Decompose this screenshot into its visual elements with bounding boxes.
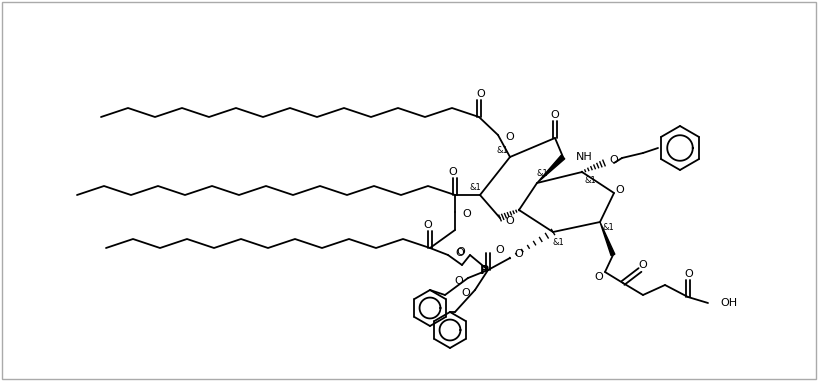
- Text: NH: NH: [576, 152, 593, 162]
- Text: O: O: [477, 89, 485, 99]
- Text: O: O: [448, 167, 457, 177]
- Text: O: O: [639, 260, 647, 270]
- Text: &1: &1: [497, 146, 508, 155]
- Text: &1: &1: [552, 237, 564, 247]
- Text: O: O: [455, 248, 464, 258]
- Text: &1: &1: [536, 168, 548, 178]
- Text: &1: &1: [470, 182, 481, 192]
- Text: O: O: [424, 220, 433, 230]
- Text: O: O: [685, 269, 694, 279]
- Text: O: O: [514, 249, 523, 259]
- Text: O: O: [616, 185, 624, 195]
- Text: O: O: [595, 272, 604, 282]
- Polygon shape: [537, 155, 564, 183]
- Text: O: O: [462, 209, 470, 219]
- Polygon shape: [600, 222, 615, 256]
- Text: &1: &1: [602, 223, 614, 232]
- Text: &1: &1: [584, 176, 596, 184]
- Text: O: O: [505, 216, 514, 226]
- Text: O: O: [609, 155, 618, 165]
- Text: O: O: [461, 288, 470, 298]
- Text: O: O: [505, 132, 514, 142]
- Text: OH: OH: [720, 298, 737, 308]
- Text: O: O: [456, 247, 465, 257]
- Text: O: O: [551, 110, 560, 120]
- Text: P: P: [479, 264, 488, 277]
- Text: O: O: [454, 276, 463, 286]
- Text: O: O: [495, 245, 504, 255]
